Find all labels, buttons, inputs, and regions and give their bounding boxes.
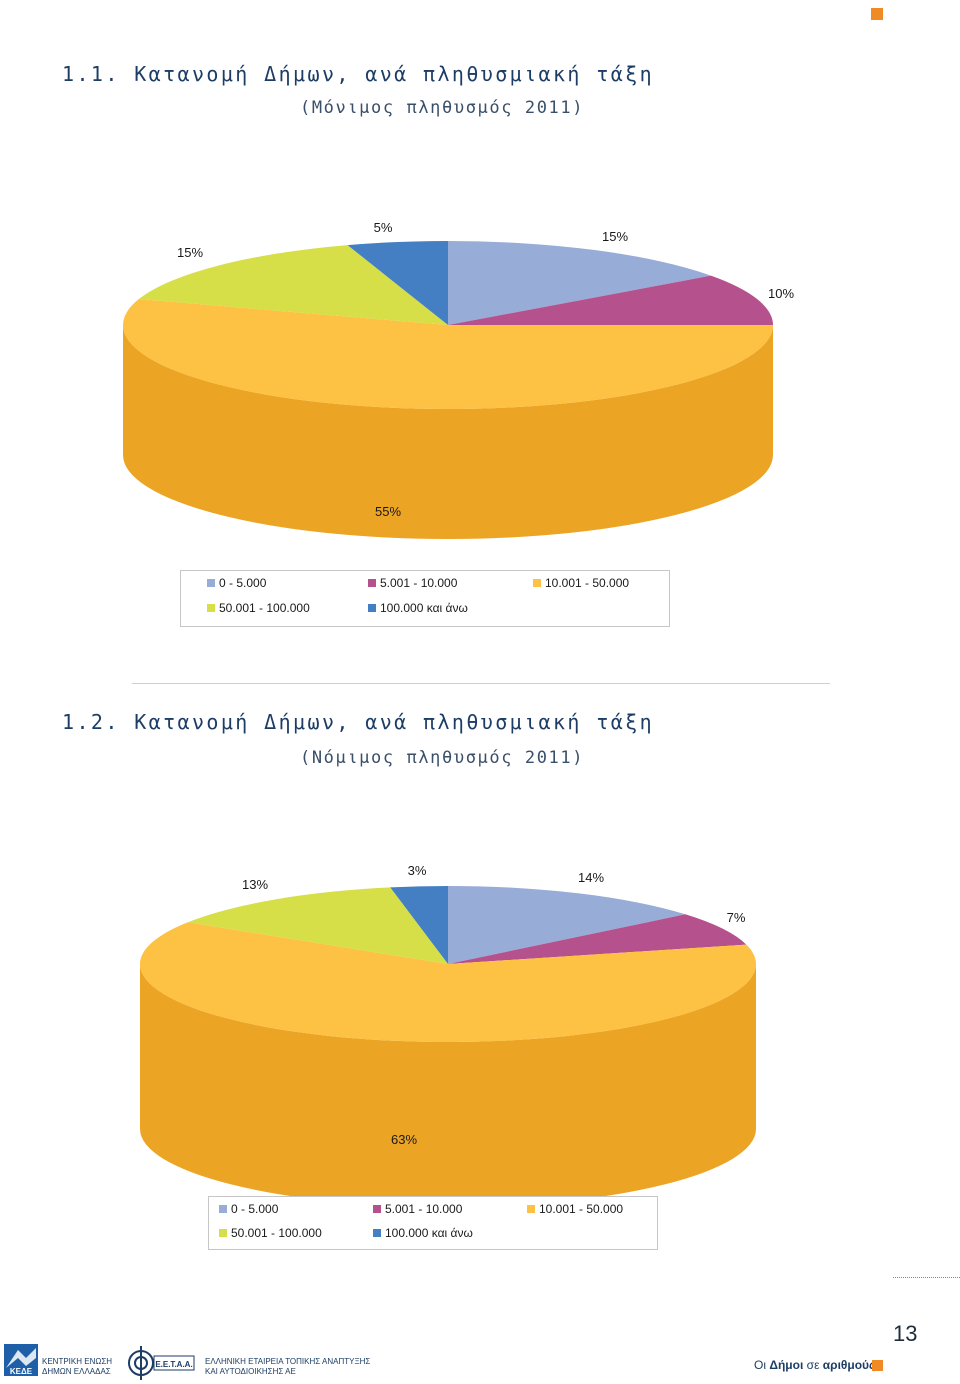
pie-side-walls (123, 325, 773, 539)
kede-name-line-1: ΚΕΝΤΡΙΚΗ ΕΝΩΣΗ (42, 1357, 113, 1366)
corner-accent-square (871, 8, 883, 20)
publication-middle: σε (806, 1358, 820, 1372)
legend-swatch (219, 1229, 227, 1237)
legend-item: 100.000 και άνω (373, 1226, 473, 1240)
eetaa-name-line-1: ΕΛΛΗΝΙΚΗ ΕΤΑΙΡΕΙΑ ΤΟΠΙΚΗΣ ΑΝΑΠΤΥΞΗΣ (205, 1357, 371, 1366)
kede-logo: ΚΕΔΕ (4, 1344, 38, 1376)
pie-slice-5-001-10-000 (448, 914, 747, 964)
pie-chart-permanent-population: 15% 10% 55% 15% 5% (123, 220, 794, 539)
legend-item: 0 - 5.000 (219, 1202, 278, 1216)
section-1-title: 1.1. Κατανομή Δήμων, ανά πληθυσμιακή τάξ… (62, 62, 655, 86)
eetaa-logo: Ε.Ε.Τ.Α.Α. (128, 1346, 195, 1380)
pie-side-2 (140, 964, 756, 1207)
data-label-1: 10% (768, 286, 794, 301)
legend-swatch (533, 579, 541, 587)
pie-slice-0-5-000 (448, 886, 686, 964)
pie-slice-100-000- (347, 241, 448, 325)
legend-label: 50.001 - 100.000 (219, 601, 310, 615)
publication-bold: Δήμοι (769, 1358, 804, 1372)
data-label-0: 14% (578, 870, 604, 885)
pie-slice-50-001-100-000 (138, 245, 449, 325)
legend-swatch (207, 579, 215, 587)
section-2-title: 1.2. Κατανομή Δήμων, ανά πληθυσμιακή τάξ… (62, 710, 655, 734)
kede-name-line-2: ΔΗΜΩΝ ΕΛΛΑΔΑΣ (42, 1367, 111, 1376)
legend-label: 100.000 και άνω (380, 601, 468, 615)
legend-item: 50.001 - 100.000 (219, 1226, 322, 1240)
publication-name: Οι Δήμοι σε αριθμούς (754, 1358, 875, 1372)
publication-prefix: Οι (754, 1358, 766, 1372)
data-label-1: 7% (727, 910, 746, 925)
legend-label: 10.001 - 50.000 (539, 1202, 624, 1216)
legend-swatch (373, 1229, 381, 1237)
legend-label: 5.001 - 10.000 (380, 576, 458, 590)
legend-item: 5.001 - 10.000 (373, 1202, 462, 1216)
pie-slice-5-001-10-000 (448, 275, 773, 325)
legend-label: 10.001 - 50.000 (545, 576, 630, 590)
data-label-4: 3% (408, 863, 427, 878)
eetaa-name: ΕΛΛΗΝΙΚΗ ΕΤΑΙΡΕΙΑ ΤΟΠΙΚΗΣ ΑΝΑΠΤΥΞΗΣ ΚΑΙ … (205, 1357, 370, 1377)
legend-item: 100.000 και άνω (368, 601, 468, 615)
legend-swatch (368, 579, 376, 587)
data-label-0: 15% (602, 229, 628, 244)
pie-slice-100-000- (390, 886, 448, 964)
data-label-4: 5% (374, 220, 393, 235)
data-label-2: 63% (391, 1132, 417, 1147)
pie-slice-50-001-100-000 (187, 887, 448, 964)
section-1-subtitle: (Μόνιμος πληθυσμός 2011) (300, 98, 585, 118)
section-2-subtitle: (Νόμιμος πληθυσμός 2011) (300, 748, 585, 768)
pie-side-2 (123, 325, 773, 539)
chart-2-legend: 0 - 5.000 5.001 - 10.000 10.001 - 50.000 50… (208, 1196, 658, 1250)
legend-label: 5.001 - 10.000 (385, 1202, 463, 1216)
legend-label: 50.001 - 100.000 (231, 1226, 322, 1240)
legend-item: 10.001 - 50.000 (527, 1202, 623, 1216)
data-label-3: 15% (177, 245, 203, 260)
section-divider (132, 683, 830, 684)
publication-bold-2: αριθμούς (822, 1358, 876, 1372)
legend-swatch (373, 1205, 381, 1213)
pie-side-walls (140, 964, 756, 1207)
legend-label: 0 - 5.000 (219, 576, 267, 590)
legend-item: 50.001 - 100.000 (207, 601, 310, 615)
legend-item: 0 - 5.000 (207, 576, 266, 590)
legend-item: 10.001 - 50.000 (533, 576, 629, 590)
pie-slice-10-001-50-000 (139, 922, 757, 1043)
chart-1-legend: 0 - 5.000 5.001 - 10.000 10.001 - 50.000 50… (180, 570, 670, 627)
footer-accent-square (872, 1360, 883, 1371)
data-label-2: 55% (375, 504, 401, 519)
footer-dotted-rule (893, 1277, 960, 1278)
legend-item: 5.001 - 10.000 (368, 576, 457, 590)
legend-swatch (207, 604, 215, 612)
legend-swatch (368, 604, 376, 612)
page-number: 13 (893, 1321, 918, 1346)
data-label-3: 13% (242, 877, 268, 892)
legend-label: 100.000 και άνω (385, 1226, 473, 1240)
legend-swatch (219, 1205, 227, 1213)
pie-slice-10-001-50-000 (123, 299, 774, 409)
kede-logo-text: ΚΕΔΕ (10, 1367, 33, 1376)
kede-name: ΚΕΝΤΡΙΚΗ ΕΝΩΣΗ ΔΗΜΩΝ ΕΛΛΑΔΑΣ (42, 1357, 112, 1377)
eetaa-name-line-2: ΚΑΙ ΑΥΤΟΔΙΟΙΚΗΣΗΣ ΑΕ (205, 1367, 296, 1376)
legend-label: 0 - 5.000 (231, 1202, 279, 1216)
eetaa-logo-text: Ε.Ε.Τ.Α.Α. (155, 1360, 192, 1369)
legend-swatch (527, 1205, 535, 1213)
pie-slice-0-5-000 (448, 241, 711, 325)
